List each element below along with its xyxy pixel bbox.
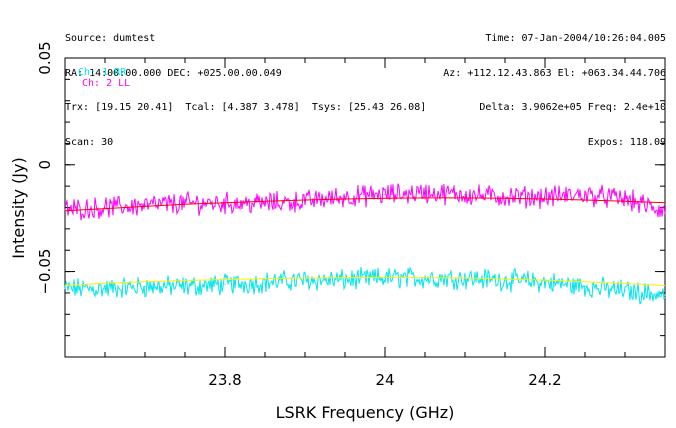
point-ch2-ll — [464, 194, 466, 196]
legend-item-ll: Ch: 2 LL — [82, 78, 130, 89]
point-ch2-ll — [504, 196, 506, 198]
plot-frame — [64, 57, 666, 358]
header-coords: RA: 14:00:00.000 DEC: +025.00.00.049 — [65, 67, 282, 79]
header-time: Time: 07-Jan-2004/10:26:04.005 — [485, 33, 666, 44]
point-ch1-rr — [104, 288, 106, 290]
series-ch1-rr-line — [64, 266, 666, 305]
header-expos: Expos: 118.09 — [587, 136, 666, 148]
legend-item-rr: Ch: 1 RR — [78, 67, 127, 78]
x-tick-label: 24 — [375, 371, 394, 389]
point-ch1-rr — [584, 285, 586, 288]
header-scan: Scan: 30 — [65, 136, 114, 148]
header-temps: Trx: [19.15 20.41] Tcal: [4.387 3.478] T… — [65, 102, 427, 113]
point-ch2-ll — [624, 198, 626, 200]
point-ch2-ll — [264, 202, 266, 204]
y-tick-label: 0 — [36, 160, 54, 170]
series-ch2-ll-line — [65, 183, 666, 221]
point-ch2-ll — [144, 204, 146, 206]
header-info-left: Source: dumtest RA: 14:00:00.000 DEC: +0… — [65, 10, 426, 160]
point-ch1-rr — [504, 279, 506, 281]
header-azel: Az: +112.12.43.863 El: +063.34.44.706 — [443, 67, 666, 79]
point-ch1-rr — [144, 285, 146, 288]
point-ch2-ll — [64, 209, 66, 211]
series-layer — [64, 183, 666, 305]
point-ch1-rr — [344, 279, 346, 281]
header-info-right: Time: 07-Jan-2004/10:26:04.005 Az: +112.… — [443, 10, 666, 160]
point-ch2-ll — [544, 196, 546, 198]
point-ch2-ll — [424, 191, 426, 194]
point-ch1-rr — [304, 279, 306, 281]
y-tick-label: −0.05 — [36, 249, 54, 295]
x-tick-label: 23.8 — [208, 371, 241, 389]
point-ch1-rr — [544, 281, 546, 283]
point-ch2-ll — [584, 194, 586, 196]
tick-labels: 23.8 24 24.2 0.05 0 −0.05 — [36, 41, 562, 389]
point-ch2-ll — [664, 211, 666, 213]
fit-ch1-rr-line — [64, 276, 666, 286]
point-ch1-rr — [224, 283, 226, 285]
point-ch1-rr — [664, 294, 666, 296]
point-ch1-rr — [624, 290, 626, 292]
point-ch2-ll — [344, 196, 346, 198]
y-axis-label: Intensity (Jy) — [9, 157, 28, 258]
fit-ch2-ll-line — [64, 197, 666, 212]
point-ch1-rr — [184, 285, 186, 288]
header-delta-freq: Delta: 3.9062e+05 Freq: 2.4e+10 — [479, 102, 666, 113]
point-ch2-ll — [384, 194, 386, 196]
major-ticks — [65, 57, 665, 357]
point-ch2-ll — [304, 200, 306, 202]
y-tick-label: 0.05 — [36, 41, 54, 74]
x-axis-label: LSRK Frequency (GHz) — [276, 403, 455, 422]
legend: Ch: 1 RR Ch: 2 LL — [78, 67, 130, 89]
point-ch2-ll — [184, 202, 186, 204]
header-source: Source: dumtest — [65, 33, 156, 44]
point-ch1-rr — [64, 288, 66, 290]
point-ch2-ll — [104, 206, 106, 209]
x-tick-label: 24.2 — [528, 371, 561, 389]
minor-ticks — [64, 57, 666, 358]
point-ch1-rr — [264, 281, 266, 283]
